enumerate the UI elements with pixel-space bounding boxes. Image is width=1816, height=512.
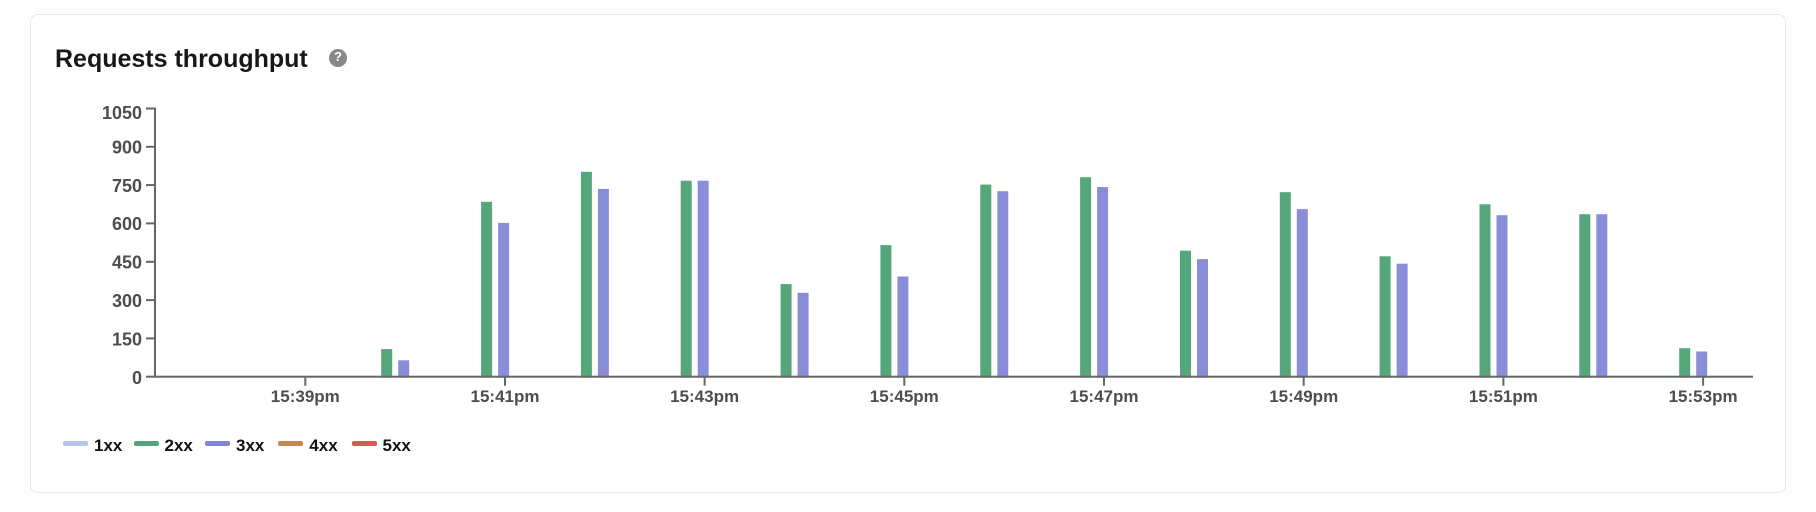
svg-text:450: 450 [112, 253, 142, 273]
svg-text:600: 600 [112, 214, 142, 234]
svg-text:15:49pm: 15:49pm [1269, 387, 1338, 406]
svg-text:15:41pm: 15:41pm [471, 387, 540, 406]
svg-text:300: 300 [112, 291, 142, 311]
svg-text:15:53pm: 15:53pm [1669, 387, 1738, 406]
svg-text:150: 150 [112, 330, 142, 350]
svg-text:15:51pm: 15:51pm [1469, 387, 1538, 406]
svg-text:750: 750 [112, 176, 142, 196]
svg-text:0: 0 [132, 368, 142, 388]
svg-text:15:45pm: 15:45pm [870, 387, 939, 406]
svg-text:900: 900 [112, 138, 142, 158]
svg-text:15:43pm: 15:43pm [670, 387, 739, 406]
svg-text:1050: 1050 [102, 103, 142, 123]
svg-text:15:39pm: 15:39pm [271, 387, 340, 406]
svg-text:15:47pm: 15:47pm [1070, 387, 1139, 406]
